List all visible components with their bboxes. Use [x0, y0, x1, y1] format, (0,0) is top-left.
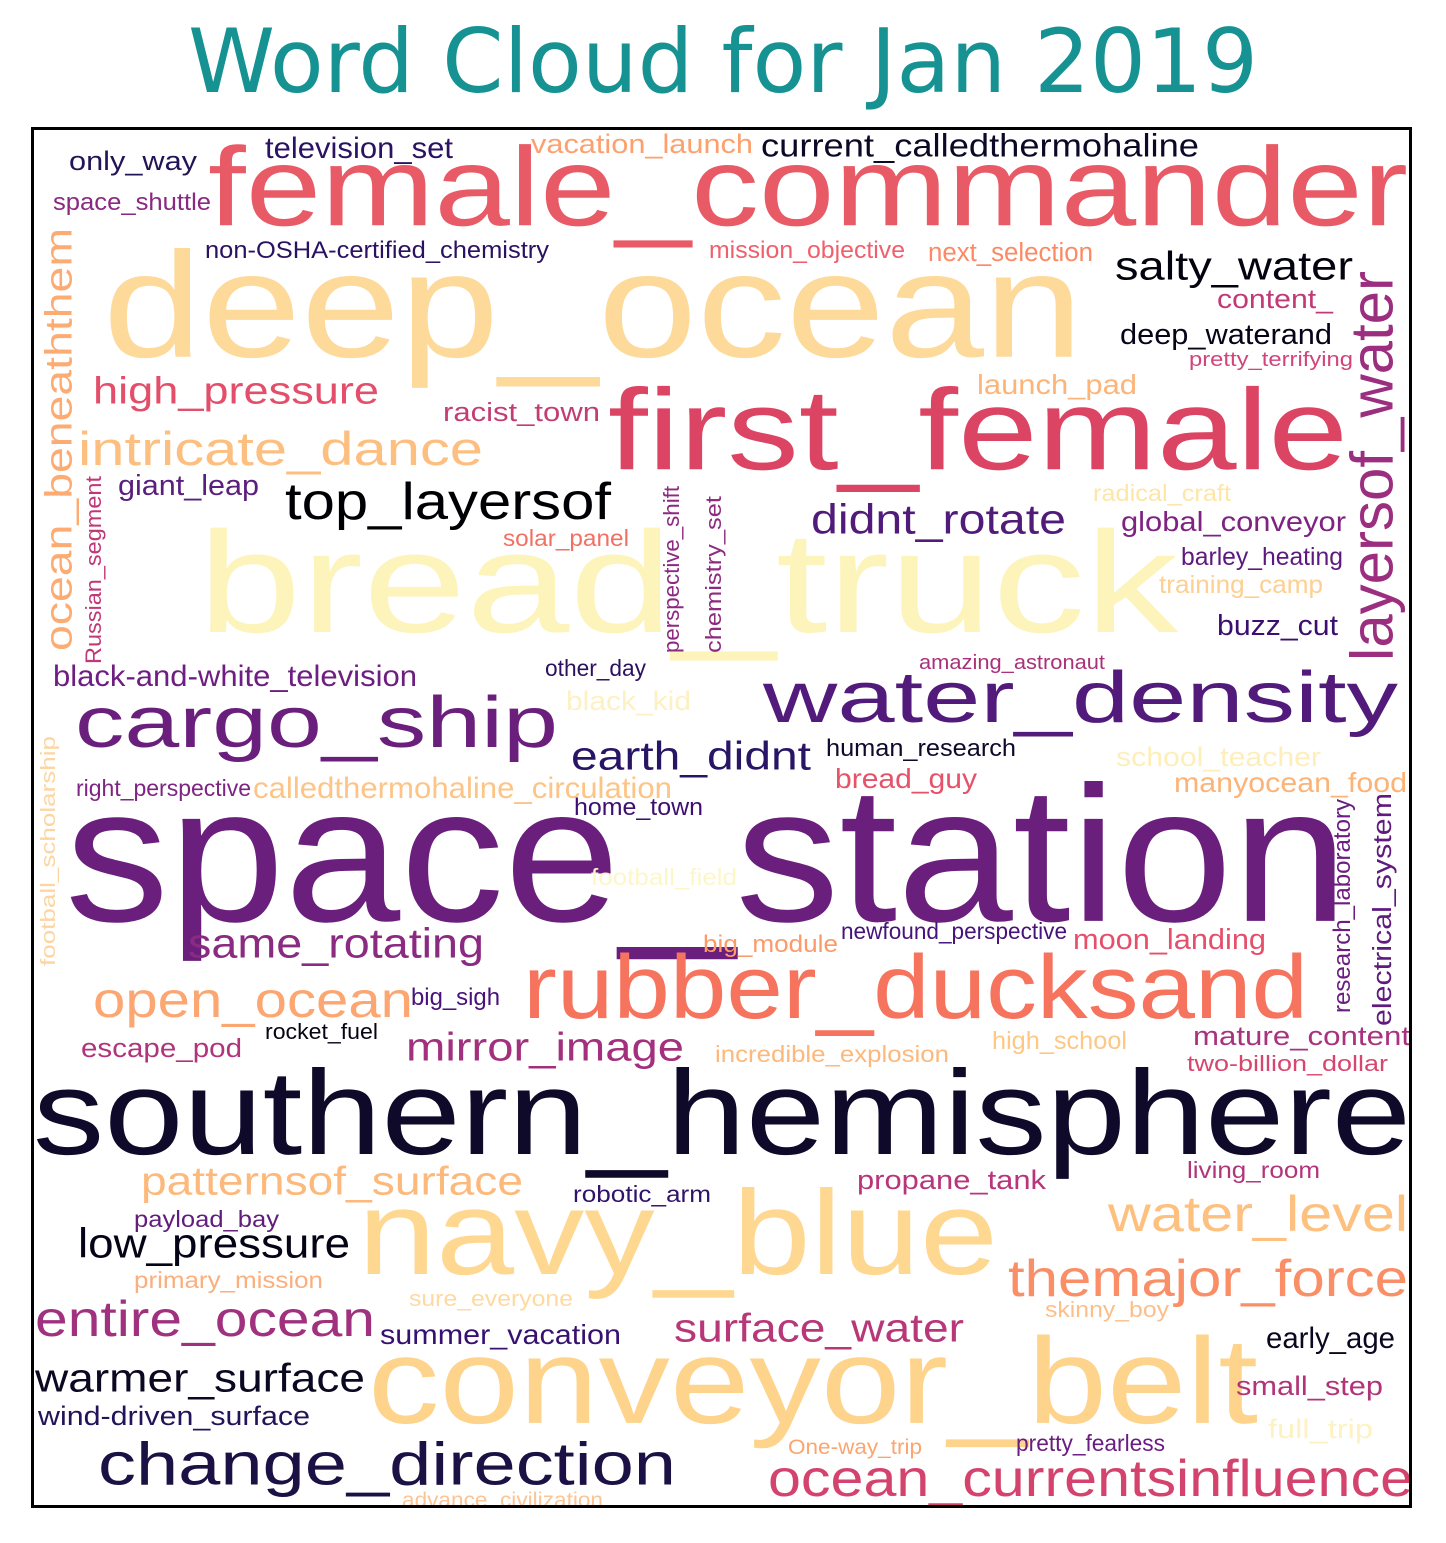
word-early-age: early_age	[1266, 1320, 1396, 1355]
word-calledthermohaline-circulation: calledthermohaline_circulation	[253, 770, 673, 805]
word-female-commander: female_commander	[208, 127, 1409, 250]
word-moon-landing: moon_landing	[1073, 923, 1267, 956]
word-pretty-terrifying: pretty_terrifying	[1189, 349, 1354, 371]
word-football-field: football_field	[591, 865, 738, 891]
word-russian-segment: Russian_segment	[81, 475, 106, 664]
word-first-female: first_female	[608, 365, 1349, 494]
word-giant-leap: giant_leap	[118, 469, 260, 502]
word-earth-didnt: earth_didnt	[571, 733, 812, 778]
word-rocket-fuel: rocket_fuel	[265, 1019, 379, 1044]
word-layersof-water: layersof_water	[1339, 270, 1406, 661]
word-home-town: home_town	[574, 794, 704, 821]
word-cargo-ship: cargo_ship	[75, 683, 559, 764]
word-primary-mission: primary_mission	[134, 1268, 324, 1294]
word-conveyor-belt: conveyor_belt	[368, 1313, 1259, 1450]
word-water-density: water_density	[763, 658, 1399, 739]
word-top-layersof: top_layersof	[285, 472, 612, 531]
word-deep-waterand: deep_waterand	[1120, 318, 1333, 351]
word-mature-content: mature_content	[1193, 1021, 1410, 1052]
word-one-way-trip: One-way_trip	[788, 1435, 923, 1459]
word-electrical-system: electrical_system	[1367, 792, 1397, 1026]
word-barley-heating: barley_heating	[1181, 542, 1344, 571]
word-deep-ocean: deep_ocean	[103, 221, 1084, 390]
word-small-step: small_step	[1236, 1371, 1384, 1402]
word-same-rotating: same_rotating	[188, 920, 485, 967]
word-rubber-ducksand: rubber_ducksand	[523, 937, 1309, 1039]
word-next-selection: next_selection	[928, 237, 1094, 267]
word-current-calledthermohaline: current_calledthermohaline	[761, 129, 1200, 165]
word-bread-truck: bread_truck	[198, 502, 1179, 664]
word-vacation-launch: vacation_launch	[531, 129, 754, 160]
word-didnt-rotate: didnt_rotate	[811, 496, 1067, 543]
page-title: Word Cloud for Jan 2019	[187, 10, 1259, 113]
word-school-teacher: school_teacher	[1116, 742, 1322, 773]
word-training-camp: training_camp	[1159, 570, 1324, 599]
word-global-conveyor: global_conveyor	[1121, 506, 1347, 538]
word-other-day: other_day	[545, 656, 647, 682]
word-manyocean-food: manyocean_food	[1174, 767, 1408, 799]
word-mirror-image: mirror_image	[406, 1024, 685, 1069]
word-intricate-dance: intricate_dance	[78, 423, 484, 476]
word-perspective-shift: perspective_shift	[659, 485, 684, 653]
word-bread-guy: bread_guy	[835, 763, 978, 795]
word-sure-everyone: sure_everyone	[409, 1286, 574, 1311]
word-southern-hemisphere: southern_hemisphere	[33, 1045, 1412, 1180]
word-living-room: living_room	[1187, 1158, 1321, 1184]
word-propane-tank: propane_tank	[857, 1165, 1047, 1196]
word-escape-pod: escape_pod	[81, 1033, 243, 1063]
word-high-pressure: high_pressure	[93, 370, 380, 413]
word-research-laboratory: research_laboratory	[1329, 798, 1356, 1013]
word-advance-civilization: advance_civilization	[402, 1488, 604, 1508]
word-human-research: human_research	[826, 735, 1017, 762]
word-salty-water: salty_water	[1115, 243, 1354, 288]
word-two-billion-dollar: two-billion_dollar	[1187, 1051, 1389, 1076]
word-content: content_	[1217, 284, 1334, 315]
word-black-kid: black_kid	[566, 686, 692, 717]
word-black-and-white-television: black-and-white_television	[53, 658, 418, 693]
word-open-ocean: open_ocean	[93, 972, 414, 1029]
word-chemistry-set: chemistry_set	[701, 495, 726, 653]
word-pretty-fearless: pretty_fearless	[1016, 1431, 1166, 1457]
word-ocean-currentsinfluence: ocean_currentsinfluence	[768, 1449, 1412, 1508]
word-big-sigh: big_sigh	[411, 984, 501, 1011]
word-big-module: big_module	[703, 931, 839, 958]
word-robotic-arm: robotic_arm	[573, 1182, 712, 1208]
word-non-osha-certified-chemistry: non-OSHA-certified_chemistry	[205, 237, 550, 264]
word-navy-blue: navy_blue	[358, 1165, 999, 1300]
word-water-level: water_level	[1108, 1186, 1409, 1243]
word-change-direction: change_direction	[98, 1431, 677, 1498]
word-payload-bay: payload_bay	[134, 1207, 280, 1233]
word-racist-town: racist_town	[443, 397, 601, 427]
word-radical-craft: radical_craft	[1093, 481, 1232, 507]
word-entire-ocean: entire_ocean	[35, 1291, 376, 1348]
word-themajor-force: themajor_force	[1008, 1249, 1409, 1308]
word-full-trip: full_trip	[1268, 1414, 1374, 1445]
word-newfound-perspective: newfound_perspective	[841, 919, 1068, 945]
word-skinny-boy: skinny_boy	[1045, 1297, 1170, 1322]
word-launch-pad: launch_pad	[977, 369, 1138, 401]
word-surface-water: surface_water	[674, 1305, 965, 1350]
word-low-pressure: low_pressure	[78, 1220, 351, 1267]
word-space-shuttle: space_shuttle	[53, 189, 212, 216]
word-wind-driven-surface: wind-driven_surface	[38, 1401, 311, 1432]
word-amazing-astronaut: amazing_astronaut	[919, 652, 1106, 674]
word-ocean-beneaththem: ocean_beneaththem	[38, 227, 81, 651]
word-patternsof-surface: patternsof_surface	[141, 1158, 524, 1203]
word-mission-objective: mission_objective	[709, 237, 906, 264]
word-space-station: space_station	[65, 746, 1349, 962]
word-cloud: female_commander deep_ocean first_female br…	[31, 127, 1412, 1508]
word-warmer-surface: warmer_surface	[35, 1355, 366, 1400]
word-only-way: only_way	[69, 146, 198, 177]
word-summer-vacation: summer_vacation	[380, 1319, 622, 1351]
word-solar-panel: solar_panel	[503, 526, 630, 552]
word-television-set: television_set	[265, 130, 454, 165]
word-football-scholarship: football_scholarship	[38, 735, 60, 966]
word-high-school: high_school	[992, 1026, 1128, 1055]
word-buzz-cut: buzz_cut	[1217, 609, 1339, 642]
word-incredible-explosion: incredible_explosion	[715, 1042, 950, 1068]
word-right-perspective: right_perspective	[76, 776, 252, 802]
